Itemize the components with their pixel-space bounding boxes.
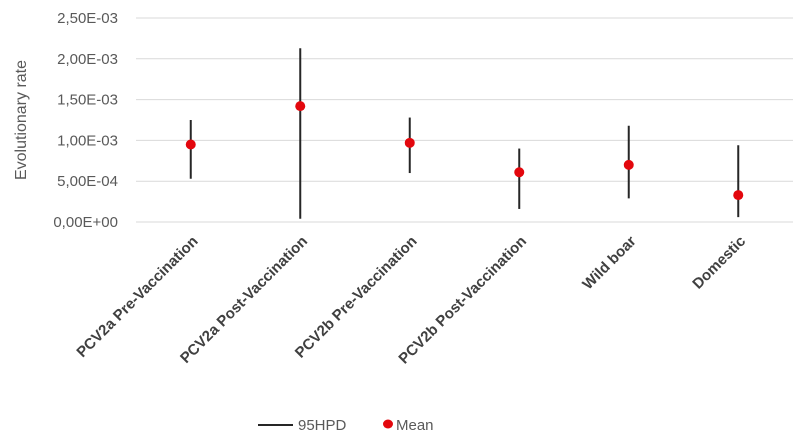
x-category-label: Domestic [689, 233, 749, 293]
legend-mean-swatch [383, 419, 393, 429]
x-category-label: Wild boar [579, 233, 639, 293]
mean-point [733, 190, 744, 201]
mean-points [185, 101, 744, 201]
x-category-label: PCV2a Post-Vaccination [177, 233, 311, 367]
x-category-label: PCV2b Pre-Vaccination [292, 233, 421, 362]
y-tick-label: 1,00E-03 [57, 132, 118, 149]
legend-95hpd-label: 95HPD [298, 417, 347, 434]
y-tick-label: 2,50E-03 [57, 10, 118, 27]
hpd-intervals [189, 48, 740, 219]
y-tick-label: 2,00E-03 [57, 51, 118, 68]
mean-point [185, 139, 196, 150]
y-tick-label: 1,50E-03 [57, 92, 118, 109]
mean-point [404, 137, 415, 148]
y-tick-label: 5,00E-04 [57, 173, 118, 190]
legend: 95HPD Mean [258, 417, 434, 434]
y-tick-label: 0,00E+00 [53, 214, 118, 231]
y-axis-title: Evolutionary rate [13, 60, 30, 180]
x-category-label: PCV2a Pre-Vaccination [73, 233, 201, 361]
mean-point [514, 167, 525, 178]
mean-point [623, 159, 634, 170]
gridlines [136, 17, 793, 223]
legend-mean-label: Mean [396, 417, 434, 434]
x-category-label: PCV2b Post-Vaccination [395, 233, 530, 368]
mean-point [295, 101, 306, 112]
y-axis-ticks: 0,00E+00 5,00E-04 1,00E-03 1,50E-03 2,00E-03… [53, 10, 118, 231]
